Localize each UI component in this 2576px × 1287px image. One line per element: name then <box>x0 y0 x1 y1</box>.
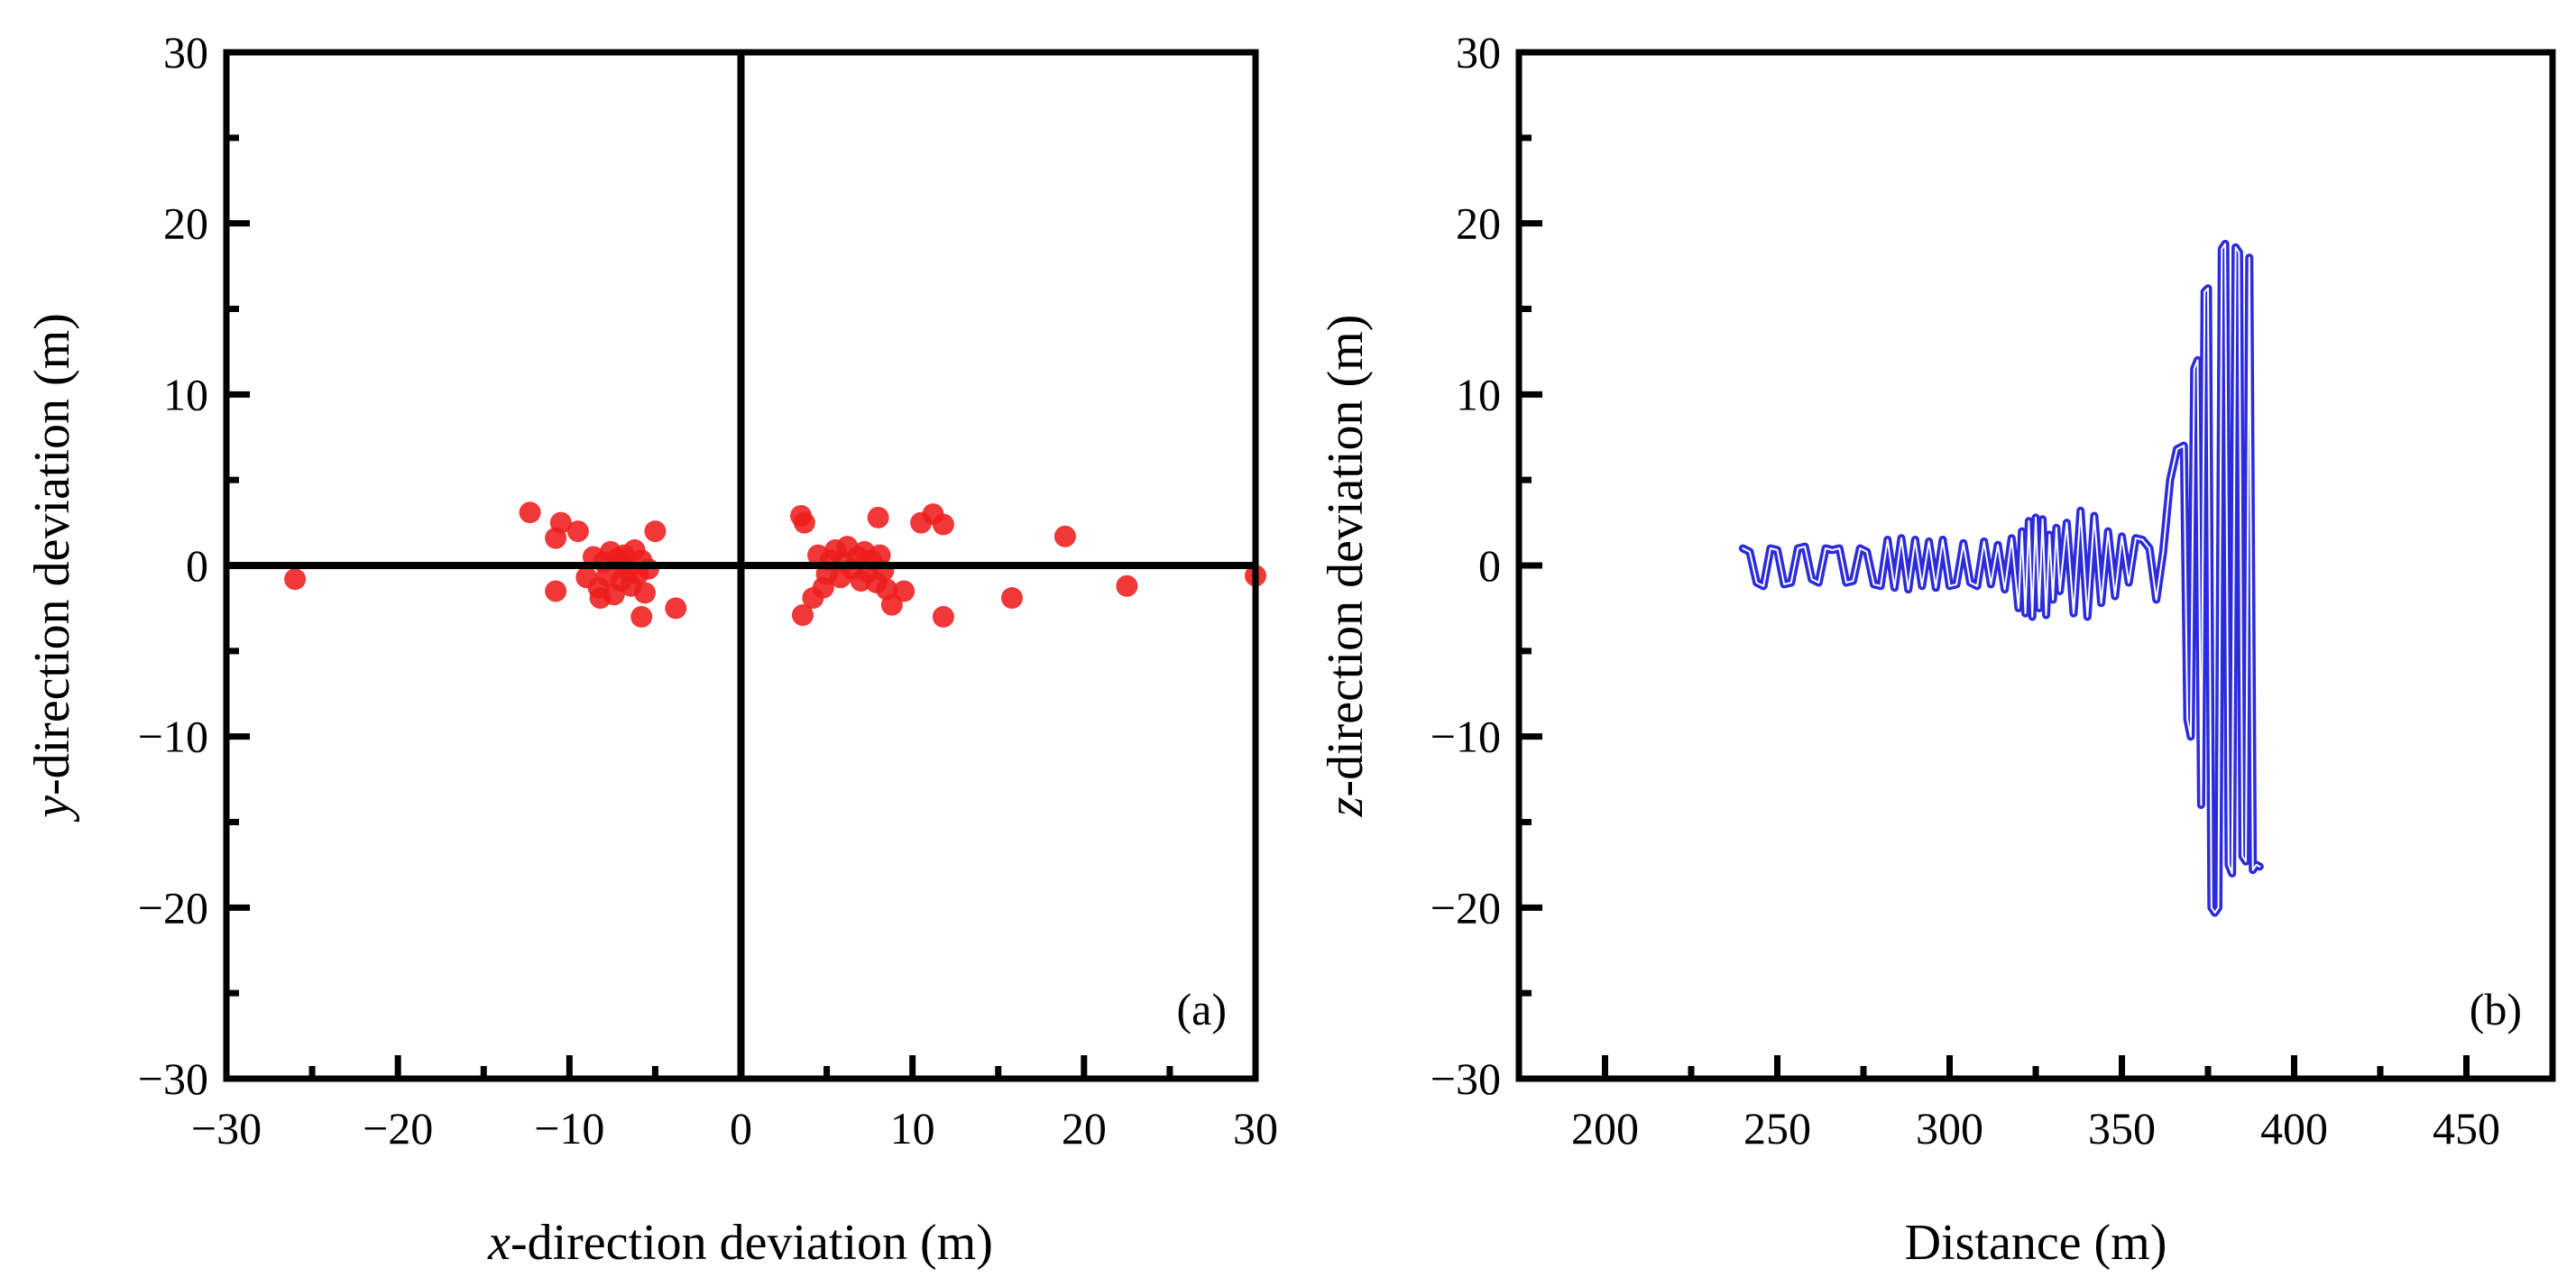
y-axis-title: z-direction deviation (m) <box>1318 315 1374 818</box>
a-x-tick-label: −30 <box>191 1103 262 1154</box>
b-y-tick-label: −20 <box>1431 882 1501 933</box>
scatter-point <box>791 604 814 627</box>
a-y-tick-label: 10 <box>163 369 208 419</box>
scatter-point <box>932 513 954 536</box>
y-axis-ticks: −30 −20 −10 0 10 20 30 <box>138 27 250 1104</box>
a-x-tick-label: −10 <box>534 1103 604 1154</box>
b-y-tick-label: −30 <box>1431 1053 1501 1104</box>
scatter-point <box>644 520 667 543</box>
b-x-tick-label: 200 <box>1571 1103 1639 1154</box>
scatter-point <box>932 605 954 628</box>
a-y-tick-label: −10 <box>138 712 208 762</box>
b-x-tick-label: 300 <box>1916 1103 1983 1154</box>
scatter-point <box>867 506 889 529</box>
b-y-tick-label: 10 <box>1456 369 1501 419</box>
scatter-point <box>545 527 567 549</box>
b-y-tick-label: 20 <box>1456 198 1501 249</box>
scatter-point <box>665 597 687 620</box>
x-axis-ticks: −30 −20 −10 0 10 20 30 <box>191 1055 1278 1154</box>
scatter-point <box>589 587 612 610</box>
a-x-tick-label: −20 <box>363 1103 433 1154</box>
a-y-tick-label: 0 <box>186 540 208 591</box>
b-x-tick-label: 450 <box>2433 1103 2500 1154</box>
plot-frame <box>223 49 1259 1082</box>
scatter-point <box>793 511 815 534</box>
trajectory-line-highlight <box>1742 243 2261 914</box>
panel-label: (a) <box>1177 984 1228 1034</box>
a-y-tick-label: 20 <box>163 198 208 249</box>
b-x-tick-label: 400 <box>2260 1103 2328 1154</box>
b-y-tick-label: 0 <box>1478 540 1501 591</box>
a-y-tick-label: −30 <box>138 1053 208 1104</box>
b-x-tick-label: 250 <box>1743 1103 1811 1154</box>
b-y-tick-label: −10 <box>1431 712 1501 762</box>
scatter-point <box>1116 575 1138 597</box>
scatter-point <box>545 580 567 602</box>
x-axis-title: Distance (m) <box>1905 1215 2167 1271</box>
y-axis-ticks: −30 −20 −10 0 10 20 30 <box>1431 27 1542 1104</box>
scatter-point <box>893 580 915 602</box>
scatter-point <box>630 605 653 628</box>
x-axis-ticks: 200 250 300 350 400 450 <box>1571 1055 2500 1154</box>
scatter-point <box>1053 525 1076 547</box>
scatter-panel-a: −30 −20 −10 0 10 20 30 −30 −20 −10 0 10 20 30 (a) x-… <box>24 27 1278 1271</box>
a-x-tick-label: 0 <box>730 1103 752 1154</box>
b-x-tick-label: 350 <box>2088 1103 2156 1154</box>
scatter-point <box>284 568 307 591</box>
x-axis-title: x-direction deviation (m) <box>487 1215 993 1271</box>
scatter-point <box>1000 587 1023 610</box>
scatter-point <box>519 501 541 524</box>
a-y-tick-label: 30 <box>163 27 208 78</box>
panel-label: (b) <box>2470 984 2522 1034</box>
a-x-tick-label: 30 <box>1233 1103 1278 1154</box>
plot-frame <box>1515 49 2556 1082</box>
y-axis-title: y-direction deviation (m) <box>24 313 80 823</box>
a-y-tick-label: −20 <box>138 882 208 933</box>
a-x-tick-label: 10 <box>890 1103 935 1154</box>
scatter-point <box>566 520 589 543</box>
a-x-tick-label: 20 <box>1062 1103 1107 1154</box>
scatter-point <box>634 582 657 604</box>
b-y-tick-label: 30 <box>1456 27 1501 78</box>
